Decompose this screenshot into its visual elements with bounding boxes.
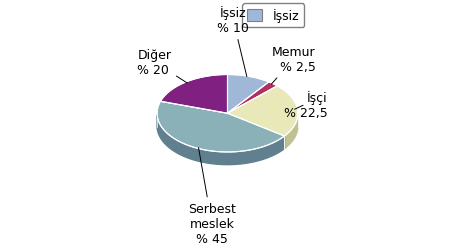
- Legend: İşsiz: İşsiz: [243, 4, 304, 28]
- Polygon shape: [227, 83, 277, 114]
- Text: Serbest
meslek
% 45: Serbest meslek % 45: [188, 148, 236, 245]
- Text: Memur
% 2,5: Memur % 2,5: [271, 46, 316, 85]
- Polygon shape: [227, 75, 269, 114]
- Polygon shape: [157, 115, 285, 165]
- Text: Diğer
% 20: Diğer % 20: [137, 49, 187, 84]
- Polygon shape: [227, 86, 298, 137]
- Polygon shape: [157, 102, 285, 152]
- Polygon shape: [285, 115, 298, 149]
- Text: İşçi
% 22,5: İşçi % 22,5: [284, 90, 328, 119]
- Polygon shape: [160, 75, 227, 114]
- Text: İşsiz
% 10: İşsiz % 10: [217, 6, 249, 77]
